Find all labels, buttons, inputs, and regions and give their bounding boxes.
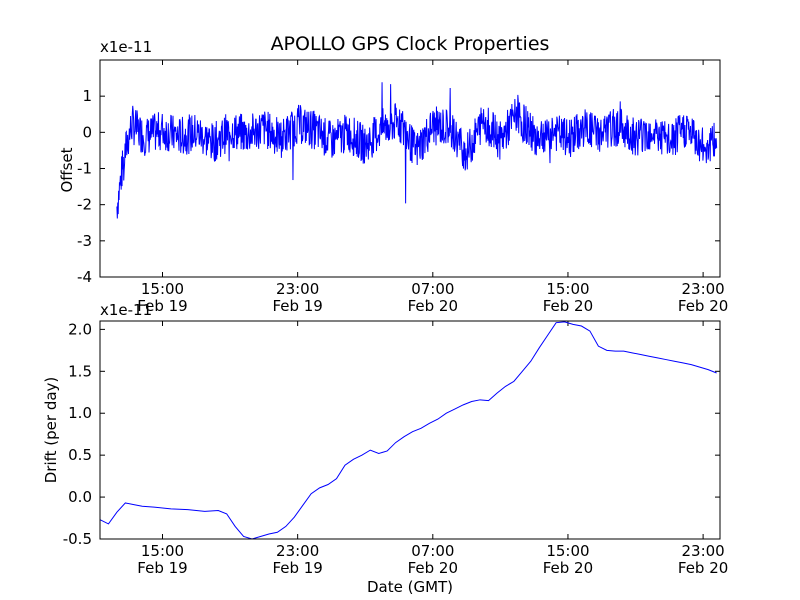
- drift-xtick-time-label: 23:00: [276, 542, 319, 560]
- offset-xtick-time-label: 23:00: [276, 280, 319, 298]
- drift-xlabel: Date (GMT): [367, 578, 453, 596]
- drift-scale-label: x1e-11: [100, 301, 152, 319]
- drift-xtick-date-label: Feb 19: [272, 559, 322, 577]
- offset-ytick-label: -3: [77, 232, 92, 250]
- offset-ytick-label: -1: [77, 160, 92, 178]
- offset-ylabel: Offset: [58, 147, 76, 192]
- offset-xtick-time-label: 15:00: [546, 280, 589, 298]
- offset-xtick-time-label: 23:00: [681, 280, 724, 298]
- offset-chart: APOLLO GPS Clock Properties x1e-11 Offse…: [58, 33, 728, 315]
- drift-ytick-label: 0.0: [68, 488, 92, 506]
- offset-xtick-date-label: Feb 19: [137, 297, 187, 315]
- drift-plot-frame: [99, 320, 721, 540]
- drift-xtick-time-label: 07:00: [411, 542, 454, 560]
- drift-ylabel: Drift (per day): [42, 377, 60, 484]
- drift-xtick-time-label: 23:00: [681, 542, 724, 560]
- offset-xtick-date-label: Feb 19: [272, 297, 322, 315]
- drift-xtick-date-label: Feb 19: [137, 559, 187, 577]
- offset-plot-frame: [99, 59, 721, 278]
- offset-xtick-time-label: 07:00: [411, 280, 454, 298]
- offset-xtick-date-label: Feb 20: [678, 297, 728, 315]
- drift-xtick-time-label: 15:00: [141, 542, 184, 560]
- drift-ytick-label: 0.5: [68, 446, 92, 464]
- offset-series-line: [116, 82, 718, 219]
- offset-xtick-date-label: Feb 20: [408, 297, 458, 315]
- offset-xtick-date-label: Feb 20: [543, 297, 593, 315]
- offset-xtick-time-label: 15:00: [141, 280, 184, 298]
- drift-ytick-label: 1.5: [68, 362, 92, 380]
- drift-xtick-time-label: 15:00: [546, 542, 589, 560]
- drift-ytick-label: 1.0: [68, 404, 92, 422]
- drift-series-line: [99, 321, 717, 540]
- offset-ytick-label: 0: [82, 123, 92, 141]
- drift-xtick-date-label: Feb 20: [678, 559, 728, 577]
- offset-ytick-label: 1: [82, 87, 92, 105]
- offset-scale-label: x1e-11: [100, 38, 152, 56]
- drift-xtick-date-label: Feb 20: [408, 559, 458, 577]
- drift-ytick-label: -0.5: [63, 530, 92, 548]
- drift-chart: x1e-11 Drift (per day) Date (GMT) -0.5 0.…: [42, 301, 728, 596]
- drift-ytick-label: 2.0: [68, 320, 92, 338]
- chart-title: APOLLO GPS Clock Properties: [271, 33, 550, 55]
- drift-xtick-date-label: Feb 20: [543, 559, 593, 577]
- offset-ytick-label: -4: [77, 268, 92, 286]
- offset-ytick-label: -2: [77, 196, 92, 214]
